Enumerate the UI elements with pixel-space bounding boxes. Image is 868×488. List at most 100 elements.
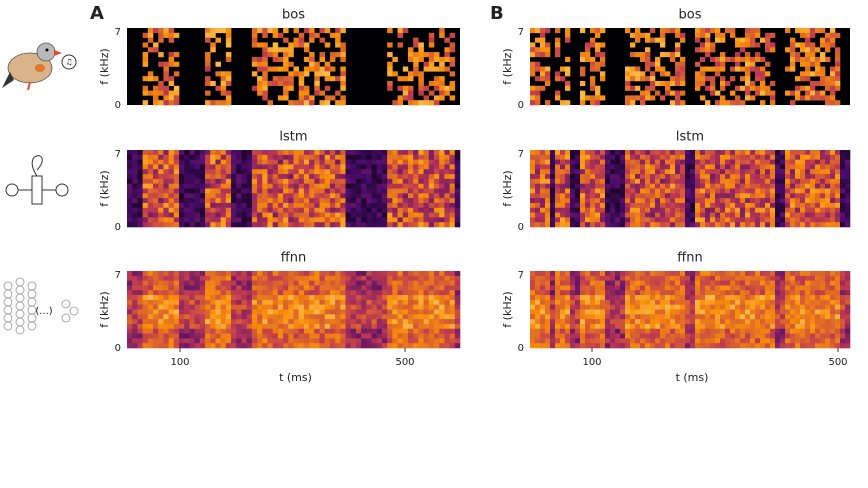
spectrogram-cell [241,212,247,218]
spectrogram-cell [625,71,631,77]
spectrogram-cell [595,150,601,156]
spectrogram-cell [205,178,211,184]
spectrogram-cell [635,202,641,209]
spectrogram-cell [550,188,556,194]
spectrogram-cell [309,150,315,156]
bird-icon: ♫ [2,42,77,91]
spectrogram-cell [705,202,711,209]
node [3,321,13,331]
spectrogram-cell [730,290,736,296]
spectrogram-cell [246,304,253,310]
spectrogram-cell [335,217,341,223]
spectrogram-cell [830,319,836,325]
spectrogram-cell [695,217,701,223]
spectrogram-cell [795,299,801,305]
spectrogram-cell [680,323,686,330]
spectrogram-cell [690,217,696,223]
spectrogram-cell [595,275,601,281]
spectrogram-cell [675,275,681,281]
spectrogram-cell [231,285,237,291]
spectrogram-cell [225,314,232,320]
spectrogram-cell [610,338,616,344]
spectrogram-cell [376,314,383,320]
spectrogram-cell [815,338,821,344]
spectrogram-cell [153,198,159,204]
spectrogram-cell [179,333,185,339]
spectrogram-cell [246,323,253,330]
spectrogram-cell [329,217,336,223]
spectrogram-cell [345,217,352,223]
spectrogram-cell [413,207,419,213]
spectrogram-cell [650,280,656,286]
spectrogram-cell [735,37,741,43]
spectrogram-cell [137,174,143,180]
spectrogram-cell [635,174,641,180]
spectrogram-cell [770,100,776,106]
spectrogram-cell [670,323,676,330]
spectrogram-cell [381,198,388,204]
spectrogram-cell [132,212,138,218]
spectrogram-cell [210,222,216,228]
spectrogram-cell [189,280,195,286]
spectrogram-cell [825,154,831,160]
spectrogram-cell [605,150,611,156]
spectrogram-cell [815,212,821,218]
spectrogram-cell [765,61,771,67]
spectrogram-cell [402,174,409,180]
spectrogram-cell [293,174,300,180]
spectrogram-cell [695,28,701,34]
spectrogram-cell [319,290,326,296]
spectrogram-cell [710,202,716,209]
spectrogram-cell [560,202,566,209]
node [27,281,37,291]
spectrogram-cell [735,207,741,213]
spectrogram-cell [835,183,841,189]
spectrogram-cell [750,280,756,286]
spectrogram-cell [439,66,445,72]
spectrogram-cell [314,66,320,72]
spectrogram-cell [690,164,696,170]
spectrogram-cell [309,202,315,209]
spectrogram-cell [449,338,456,344]
spectrogram-cell [710,217,716,223]
spectrogram-cell [220,193,227,199]
spectrogram-cell [755,323,761,330]
spectrogram-cell [444,207,450,213]
spectrogram-cell [257,183,263,189]
spectrogram-cell [560,178,566,184]
spectrogram-cell [805,295,811,301]
plot-title: ffnn [677,251,702,266]
spectrogram-cell [355,164,362,170]
spectrogram-cell [640,212,646,218]
spectrogram-cell [402,299,409,305]
spectrogram-cell [570,328,576,334]
spectrogram-cell [650,95,656,101]
spectrogram-cell [775,193,781,199]
spectrogram-cell [314,343,320,349]
spectrogram-cell [407,47,414,53]
spectrogram-cell [760,56,766,62]
spectrogram-cell [428,159,435,165]
spectrogram-cell [585,217,591,223]
spectrogram-cell [366,271,372,277]
spectrogram-cell [147,164,154,170]
spectrogram-cell [153,95,159,101]
spectrogram-cell [288,212,294,218]
spectrogram-cell [645,37,651,43]
spectrogram-cell [585,178,591,184]
spectrogram-cell [350,271,357,277]
spectrogram-cell [262,164,268,170]
spectrogram-cell [650,285,656,291]
spectrogram-cell [805,164,811,170]
spectrogram-cell [555,202,561,209]
spectrogram-cell [595,174,601,180]
spectrogram-cell [665,275,671,281]
spectrogram-cell [695,183,701,189]
spectrogram-cell [630,174,636,180]
spectrogram-cell [710,164,716,170]
spectrogram-cell [350,193,357,199]
spectrogram-cell [132,188,138,194]
spectrogram-cell [205,202,211,209]
spectrogram-cell [750,42,756,48]
spectrogram-cell [387,222,393,228]
